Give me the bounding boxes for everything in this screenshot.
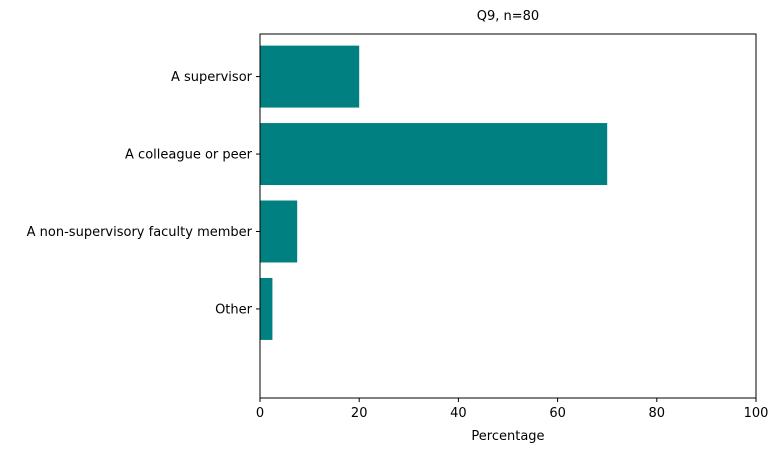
bar <box>260 123 608 186</box>
x-axis-title: Percentage <box>471 429 544 444</box>
y-tick-label: A colleague or peer <box>125 148 253 163</box>
bar <box>260 277 273 340</box>
x-tick-label: 40 <box>450 406 467 421</box>
bar <box>260 200 298 263</box>
y-tick-label: A supervisor <box>171 70 253 85</box>
y-tick-label: Other <box>215 302 253 317</box>
plot-frame <box>259 33 757 399</box>
y-tick-label: A non-supervisory faculty member <box>27 225 253 240</box>
chart-title: Q9, n=80 <box>477 9 539 24</box>
x-tick-label: 80 <box>649 406 666 421</box>
x-tick-label: 100 <box>744 406 769 421</box>
bars-group <box>260 45 608 340</box>
x-tick-label: 0 <box>256 406 264 421</box>
x-tick-label: 20 <box>351 406 368 421</box>
bar <box>260 45 360 108</box>
y-axis-ticks: A supervisor A colleague or peer A non-sup… <box>27 70 260 317</box>
x-tick-label: 60 <box>549 406 566 421</box>
x-axis-ticks: 0 20 40 60 80 100 <box>256 398 769 421</box>
